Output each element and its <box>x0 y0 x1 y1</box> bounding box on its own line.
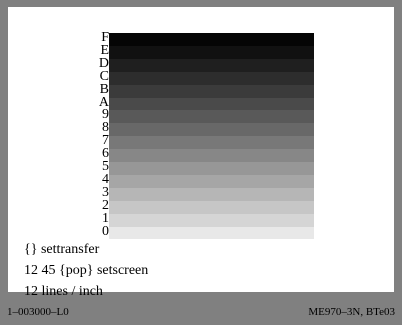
ramp-label: 6 <box>102 146 109 162</box>
gray-step <box>109 45 314 59</box>
gray-step <box>109 187 314 201</box>
gray-step <box>109 174 314 188</box>
gray-step <box>109 123 314 137</box>
gray-step <box>109 33 314 46</box>
screen-frequency-line: 12 lines / inch <box>24 284 103 299</box>
gray-step <box>109 58 314 72</box>
ramp-label: F <box>101 30 109 45</box>
code-lines: {} settransfer 12 45 {pop} setscreen 12 … <box>24 239 148 302</box>
ramp-label: 1 <box>102 210 109 226</box>
gray-step <box>109 71 314 85</box>
gray-step <box>109 162 314 175</box>
ramp-label: 3 <box>102 184 109 200</box>
gray-step <box>109 200 314 214</box>
footer-left-id: 1–003000–L0 <box>7 306 69 318</box>
ramp-label: D <box>98 55 109 71</box>
ramp-label: 0 <box>102 223 109 239</box>
ramp-label: 9 <box>102 107 109 123</box>
gray-step <box>109 213 314 227</box>
ramp-label: E <box>100 42 109 58</box>
ramp-label: 8 <box>102 120 109 136</box>
gray-step <box>109 84 314 98</box>
gray-step <box>109 226 314 239</box>
ramp-label: C <box>99 68 109 84</box>
footer-right-id: ME970–3N, BTe03 <box>308 306 395 318</box>
gray-step <box>109 136 314 150</box>
ramp-label: B <box>99 81 109 97</box>
ramp-label: 4 <box>102 171 109 187</box>
ramp-label: 7 <box>102 133 109 149</box>
gray-step <box>109 110 314 124</box>
setscreen-line: 12 45 {pop} setscreen <box>24 263 149 278</box>
settransfer-line: {} settransfer <box>24 242 100 257</box>
ramp-label: A <box>98 94 109 110</box>
gray-step <box>109 149 314 163</box>
gray-step <box>109 97 314 111</box>
ramp-label: 5 <box>102 159 109 174</box>
ramp-label: 2 <box>102 197 109 213</box>
